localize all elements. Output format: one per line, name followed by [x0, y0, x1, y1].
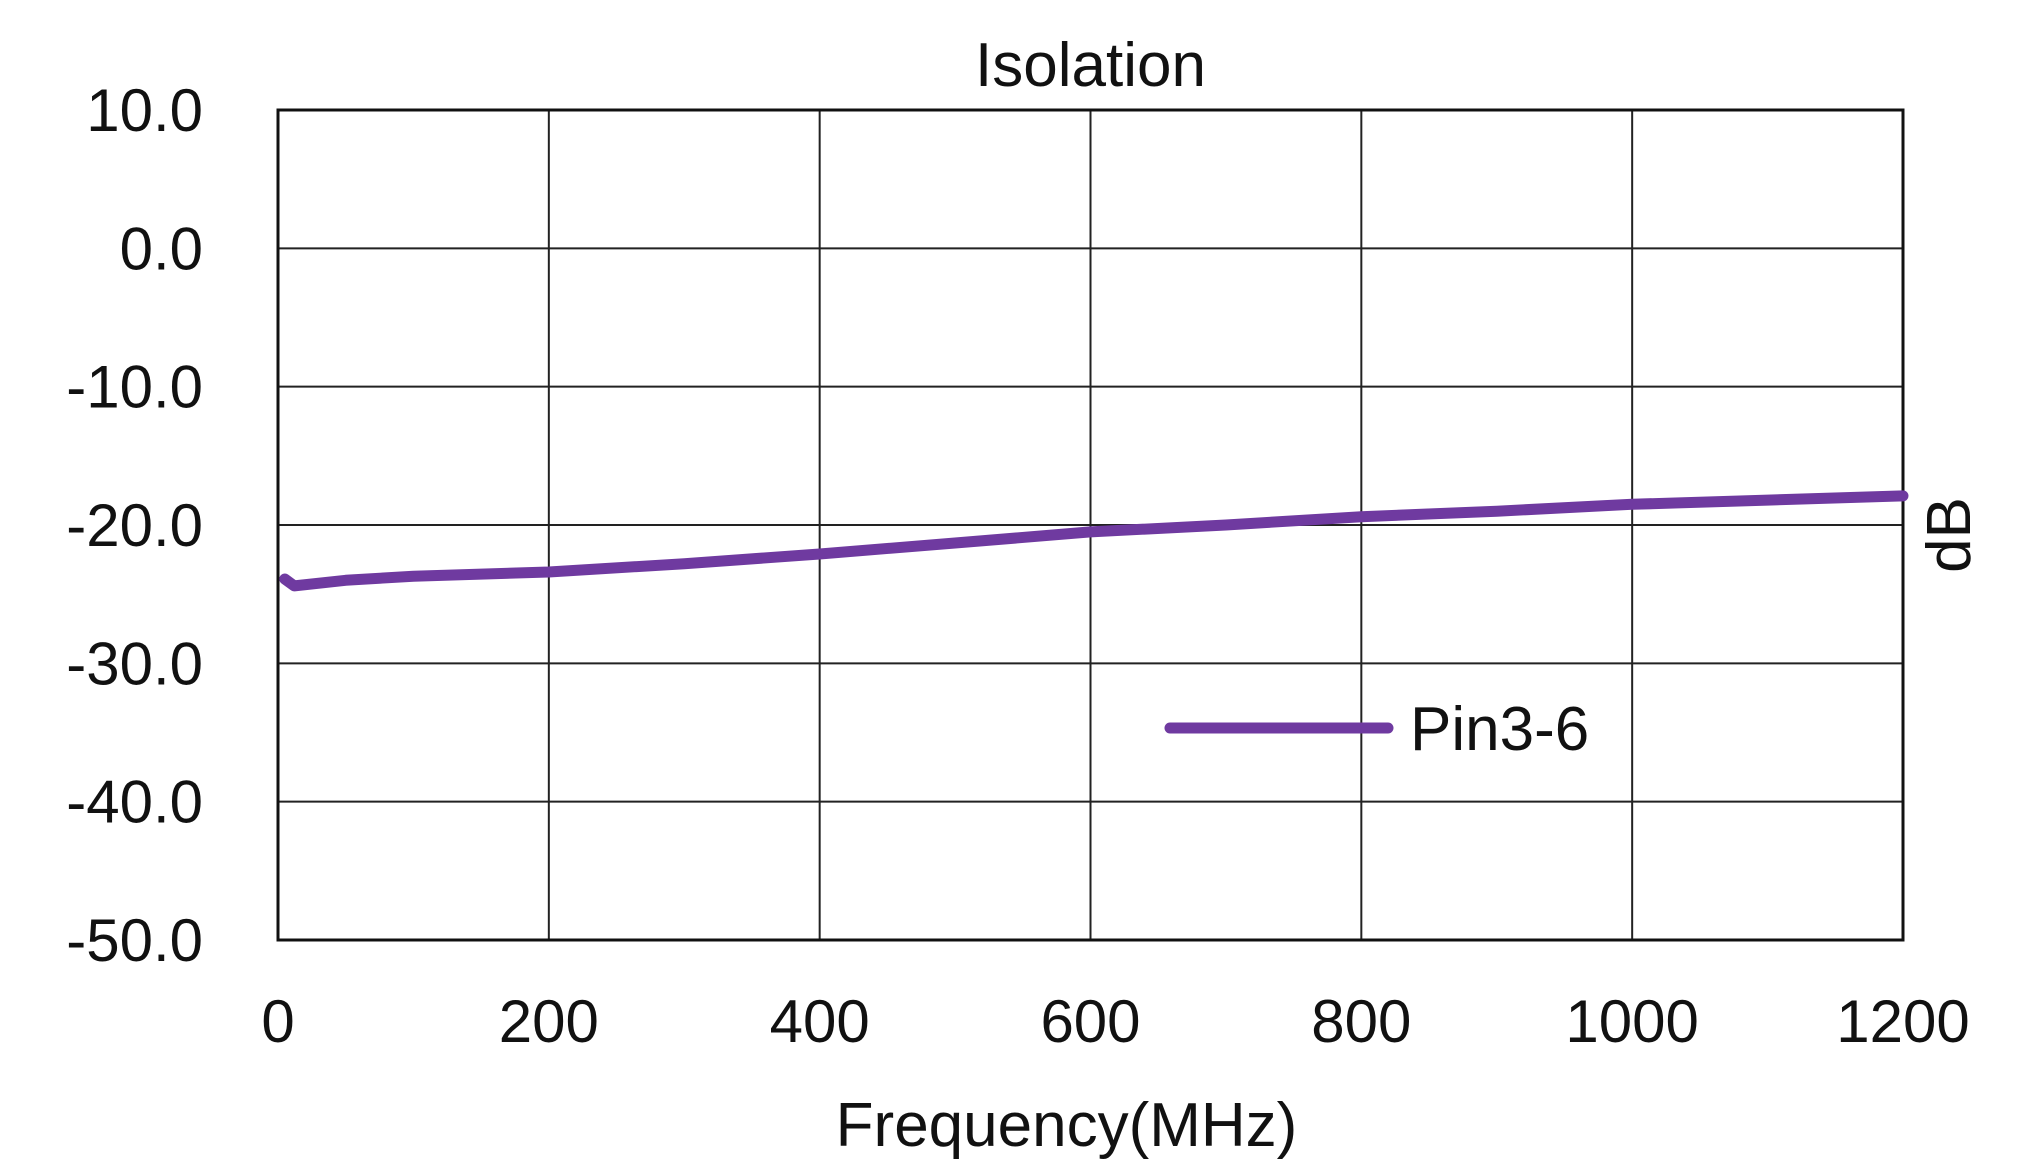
x-tick-label: 800: [1311, 988, 1411, 1055]
y-tick-label: 0.0: [120, 215, 203, 282]
series-layer: [279, 490, 1909, 592]
grid: [277, 109, 1904, 941]
tick-labels: 0 200 400 600 800 1000 1200 10.0 0.0 -10.0 -20.0 -3…: [66, 77, 1970, 1055]
x-tick-label: 400: [770, 988, 870, 1055]
y-tick-label: -50.0: [66, 907, 203, 974]
y-tick-label: -10.0: [66, 354, 203, 421]
y-tick-label: -30.0: [66, 630, 203, 697]
x-tick-label: 0: [261, 988, 294, 1055]
legend-label-pin3-6: Pin3-6: [1410, 695, 1589, 764]
series-line-pin3-6: [279, 490, 1909, 592]
x-tick-label: 200: [499, 988, 599, 1055]
x-tick-label: 1200: [1836, 988, 1969, 1055]
x-tick-label: 1000: [1565, 988, 1698, 1055]
plot-area-frame: [276, 108, 1905, 942]
legend: Pin3-6: [1164, 695, 1589, 764]
y-tick-label: -40.0: [66, 769, 203, 836]
x-tick-label: 600: [1040, 988, 1140, 1055]
x-axis-label: Frequency(MHz): [836, 1091, 1298, 1160]
chart-title: Isolation: [975, 31, 1206, 100]
y-axis-label: dB: [1915, 497, 1984, 573]
y-tick-label: 10.0: [86, 77, 203, 144]
y-tick-label: -20.0: [66, 492, 203, 559]
